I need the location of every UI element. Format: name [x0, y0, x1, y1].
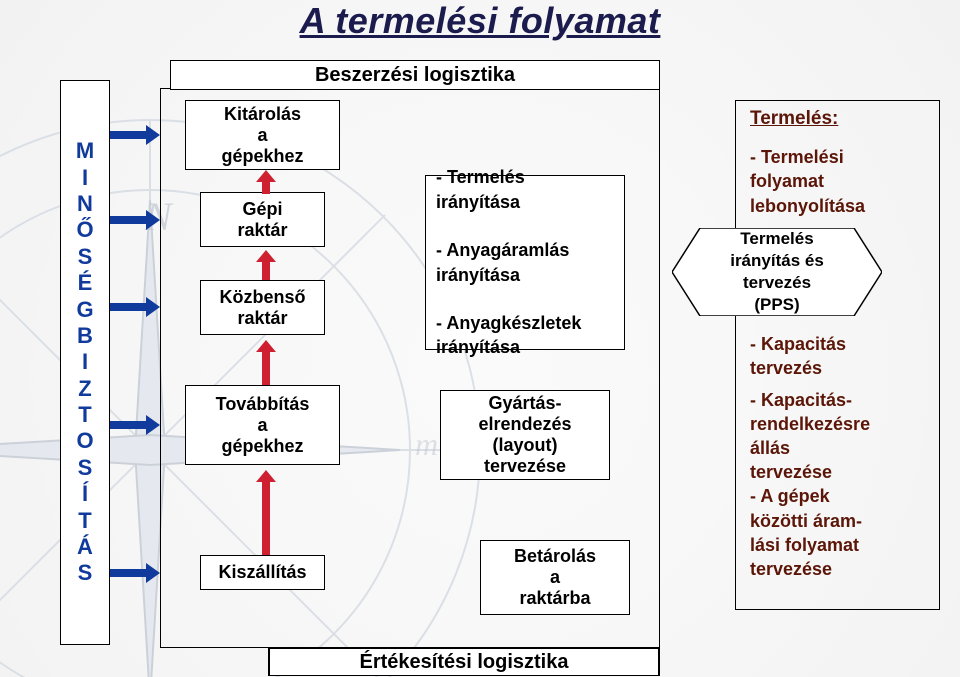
quality-letter: T — [78, 508, 91, 534]
col3-item-b: - Kapacitás tervezés — [750, 332, 846, 381]
col3-item-a: - Termelési folyamat lebonyolítása — [750, 145, 865, 218]
box-termeles-iranyitas: - Termelés irányítása - Anyagáramlás irá… — [425, 175, 625, 350]
box-gepi-raktar: Gépi raktár — [200, 192, 325, 247]
q-arrow-2 — [110, 210, 160, 230]
quality-letter: O — [76, 428, 93, 454]
quality-letter: Í — [82, 481, 88, 507]
red-arrow-3 — [256, 340, 276, 385]
quality-letter: S — [78, 455, 93, 481]
quality-letter: Ő — [76, 217, 93, 243]
box-kiszallitas: Kiszállítás — [200, 555, 325, 590]
sales-logistics-bar: Értékesítési logisztika — [268, 648, 660, 676]
box-kitarolas: Kitárolás a gépekhez — [185, 100, 340, 170]
page-title: A termelési folyamat — [0, 0, 960, 42]
q-arrow-1 — [110, 125, 160, 145]
termeles-heading: Termelés: — [750, 108, 838, 130]
quality-letter: M — [76, 138, 94, 164]
quality-letter: Z — [78, 376, 91, 402]
red-arrow-2 — [256, 250, 276, 280]
quality-letter: B — [77, 323, 93, 349]
q-arrow-5 — [110, 563, 160, 583]
q-arrow-3 — [110, 297, 160, 317]
col3-item-c: - Kapacitás- rendelkezésre állás tervezé… — [750, 388, 870, 581]
pps-label: Termelés irányítás és tervezés (PPS) — [672, 228, 882, 316]
red-arrow-1 — [256, 170, 276, 194]
box-betarolas: Betárolás a raktárba — [480, 540, 630, 615]
quality-letter: I — [82, 349, 88, 375]
q-arrow-4 — [110, 415, 160, 435]
pps-hexagon: Termelés irányítás és tervezés (PPS) — [672, 228, 882, 316]
termeles-block-text: - Termelés irányítása - Anyagáramlás irá… — [436, 165, 581, 359]
box-gyartaselrendezes: Gyártás- elrendezés (layout) tervezése — [440, 390, 610, 480]
red-arrow-4 — [256, 470, 276, 555]
box-tovabbitas: Továbbítás a gépekhez — [185, 385, 340, 465]
quality-letter: G — [76, 297, 93, 323]
quality-letter: I — [82, 165, 88, 191]
procurement-logistics-bar: Beszerzési logisztika — [170, 60, 660, 90]
quality-letter: N — [77, 191, 93, 217]
quality-assurance-box: MINŐSÉGBIZTOSÍTÁS — [60, 80, 110, 645]
quality-letter: S — [78, 560, 93, 586]
quality-letter: T — [78, 402, 91, 428]
quality-letter: Á — [77, 534, 93, 560]
box-kozbenso-raktar: Közbenső raktár — [200, 280, 325, 335]
quality-letter: S — [78, 244, 93, 270]
quality-letter: É — [78, 270, 93, 296]
